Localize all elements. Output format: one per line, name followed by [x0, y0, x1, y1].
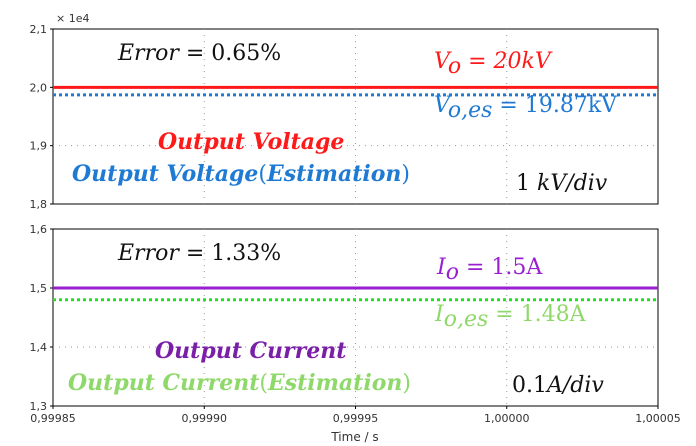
current-y-ticks: 1,3 1,4 1,5 1,6: [30, 223, 53, 413]
current-est-annotation: Io,es = 1.48A: [434, 302, 587, 332]
y-tick-label: 1,4: [30, 341, 48, 354]
current-scale-annotation: 0.1A/div: [512, 373, 604, 398]
voltage-error-annotation: Error = 0.65%: [117, 41, 281, 66]
y-tick-label: 1,3: [30, 400, 48, 413]
current-actual-annotation: Io = 1.5A: [436, 255, 543, 285]
current-x-ticks: 0,99985 0,99990 0,99995 1,00000 1,00005: [30, 406, 681, 425]
x-tick-label: 1,00005: [635, 412, 681, 425]
y-tick-label: 2,0: [30, 81, 48, 94]
voltage-series: [53, 85, 658, 97]
y-tick-label: 1,6: [30, 223, 48, 236]
current-legend-actual: Output Current: [155, 338, 346, 364]
x-tick-label: 1,00000: [484, 412, 530, 425]
y-tick-label: 1,5: [30, 282, 48, 295]
x-tick-label: 0,99995: [333, 412, 379, 425]
current-panel: 1,3 1,4 1,5 1,6 0,99985 0,99990 0,99995 1,0000…: [30, 223, 681, 425]
voltage-legend-actual: Output Voltage: [158, 129, 344, 155]
voltage-scale-annotation: 1 kV/div: [516, 171, 608, 196]
voltage-y-multiplier: × 1e4: [56, 12, 89, 25]
x-tick-label: 0,99985: [30, 412, 76, 425]
voltage-est-annotation: Vo,es = 19.87kV: [434, 93, 618, 123]
y-tick-label: 2,1: [30, 23, 48, 36]
voltage-legend-est: Output Voltage(Estimation): [72, 161, 410, 187]
x-tick-label: 0,99990: [182, 412, 228, 425]
voltage-plot-frame: [52, 28, 659, 205]
current-series: [53, 286, 658, 302]
voltage-y-ticks: 1,8 1,9 2,0 2,1: [30, 23, 53, 211]
y-tick-label: 1,8: [30, 198, 48, 211]
current-error-annotation: Error = 1.33%: [117, 241, 281, 266]
current-plot-frame: [52, 228, 659, 407]
y-tick-label: 1,9: [30, 140, 48, 153]
voltage-actual-annotation: Vo = 20kV: [434, 49, 553, 79]
voltage-panel: 1,8 1,9 2,0 2,1 × 1e4 Error = 0.65% Vo = 20…: [30, 12, 659, 211]
current-legend-est: Output Current(Estimation): [68, 370, 411, 396]
x-axis-title: Time / s: [330, 430, 378, 444]
